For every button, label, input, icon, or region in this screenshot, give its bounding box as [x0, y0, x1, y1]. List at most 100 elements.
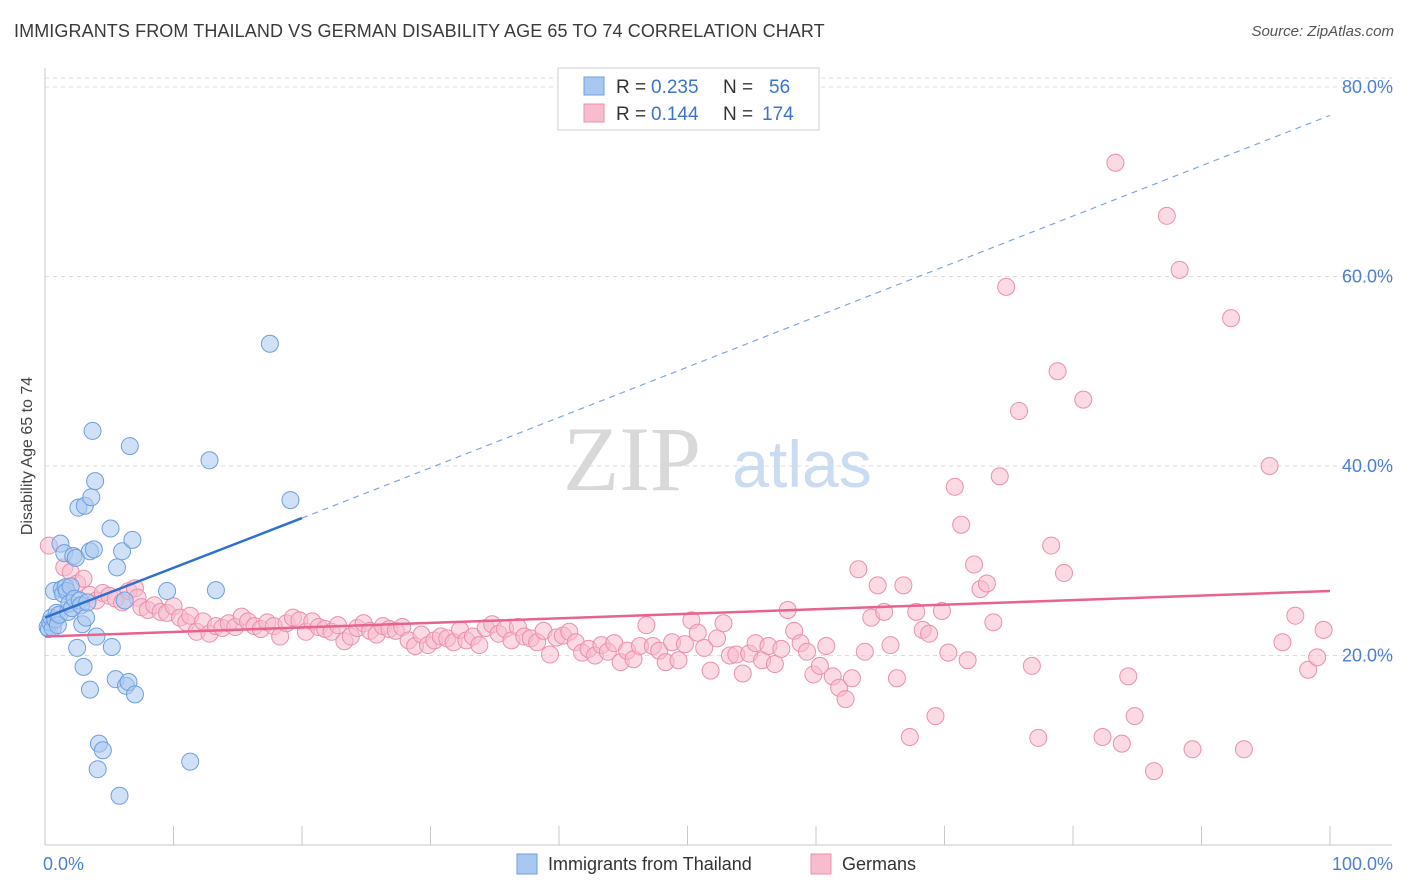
- germans-point: [907, 602, 926, 621]
- thailand-trend-line: [44, 516, 303, 619]
- legend-thailand-label: Immigrants from Thailand: [548, 854, 752, 874]
- germans-point: [945, 477, 964, 496]
- thailand-n-value: 56: [769, 77, 790, 98]
- germans-point: [669, 651, 688, 670]
- thailand-point: [281, 491, 300, 510]
- germans-point: [926, 707, 945, 726]
- germans-point: [675, 635, 694, 654]
- thailand-point: [101, 519, 120, 538]
- gridlines: [45, 77, 1392, 656]
- thailand-r-label: R =: [616, 77, 646, 98]
- germans-point: [701, 661, 720, 680]
- germans-point: [1010, 402, 1029, 421]
- germans-n-label: N =: [723, 104, 753, 125]
- germans-point: [881, 636, 900, 655]
- source-label: Source: ZipAtlas.com: [1251, 23, 1394, 40]
- thailand-legend-swatch: [583, 76, 605, 96]
- x-axis-ticks: [44, 826, 1331, 845]
- germans-point: [1048, 362, 1067, 381]
- germans-point: [1125, 707, 1144, 726]
- thailand-point: [158, 582, 177, 601]
- germans-point: [1286, 606, 1305, 625]
- germans-legend-swatch: [583, 103, 605, 123]
- thailand-point: [125, 685, 144, 704]
- y-tick-label: 60.0%: [1342, 266, 1393, 286]
- thailand-point: [84, 540, 103, 559]
- germans-point: [1119, 667, 1138, 686]
- germans-point: [810, 656, 829, 675]
- germans-point: [997, 277, 1016, 296]
- germans-point: [1042, 536, 1061, 555]
- thailand-point: [68, 638, 87, 657]
- germans-point: [1222, 309, 1241, 328]
- germans-point: [1055, 564, 1074, 583]
- germans-series: [39, 153, 1333, 781]
- germans-point: [695, 638, 714, 657]
- germans-point: [932, 601, 951, 620]
- germans-point: [798, 642, 817, 661]
- germans-n-value: 174: [762, 104, 794, 125]
- germans-point: [817, 637, 836, 656]
- germans-point: [541, 645, 560, 664]
- watermark-atlas: atlas: [732, 427, 871, 501]
- germans-point: [688, 623, 707, 642]
- germans-point: [637, 616, 656, 635]
- thailand-point: [93, 741, 112, 760]
- germans-point: [920, 624, 939, 643]
- thailand-point: [206, 581, 225, 600]
- thailand-point: [113, 542, 132, 561]
- watermark-zip: ZIP: [563, 408, 701, 510]
- legend-germans-swatch: [810, 853, 832, 875]
- y-axis-title: Disability Age 65 to 74: [19, 377, 36, 535]
- germans-r-value: 0.144: [651, 104, 699, 125]
- thailand-point: [87, 627, 106, 646]
- legend-thailand-swatch: [516, 853, 538, 875]
- series-legend: Immigrants from Thailand Germans: [516, 853, 916, 875]
- germans-point: [470, 636, 489, 655]
- germans-point: [1314, 620, 1333, 639]
- thailand-series: [38, 334, 300, 805]
- germans-point: [765, 655, 784, 674]
- thailand-point: [82, 488, 101, 507]
- x-tick-label: 0.0%: [43, 854, 84, 874]
- thailand-point: [74, 657, 93, 676]
- axes: [44, 68, 1392, 846]
- germans-point: [952, 515, 971, 534]
- watermark: ZIP atlas: [563, 408, 872, 510]
- y-tick-label: 80.0%: [1342, 77, 1393, 97]
- thailand-trend-extension: [301, 114, 1331, 519]
- germans-point: [977, 574, 996, 593]
- thailand-point: [80, 680, 99, 699]
- germans-point: [965, 555, 984, 574]
- chart-title: IMMIGRANTS FROM THAILAND VS GERMAN DISAB…: [14, 21, 825, 41]
- germans-point: [842, 669, 861, 688]
- germans-point: [836, 690, 855, 709]
- germans-point: [958, 651, 977, 670]
- thailand-point: [102, 637, 121, 656]
- germans-point: [1308, 648, 1327, 667]
- germans-point: [1260, 456, 1279, 475]
- trend-lines: [44, 114, 1331, 638]
- germans-point: [984, 613, 1003, 632]
- germans-point: [1170, 260, 1189, 279]
- thailand-point: [120, 437, 139, 456]
- thailand-point: [83, 421, 102, 440]
- germans-trend-line: [44, 589, 1331, 638]
- germans-point: [1112, 734, 1131, 753]
- thailand-point: [77, 608, 96, 627]
- germans-r-label: R =: [616, 104, 646, 125]
- thailand-point: [88, 760, 107, 779]
- germans-point: [1144, 762, 1163, 781]
- x-tick-label: 100.0%: [1332, 854, 1393, 874]
- thailand-point: [115, 591, 134, 610]
- germans-point: [708, 629, 727, 648]
- thailand-point: [110, 786, 129, 805]
- germans-point: [1093, 727, 1112, 746]
- germans-point: [990, 467, 1009, 486]
- germans-point: [1022, 656, 1041, 675]
- thailand-point: [123, 530, 142, 549]
- germans-point: [733, 664, 752, 683]
- germans-point: [849, 560, 868, 579]
- germans-point: [900, 727, 919, 746]
